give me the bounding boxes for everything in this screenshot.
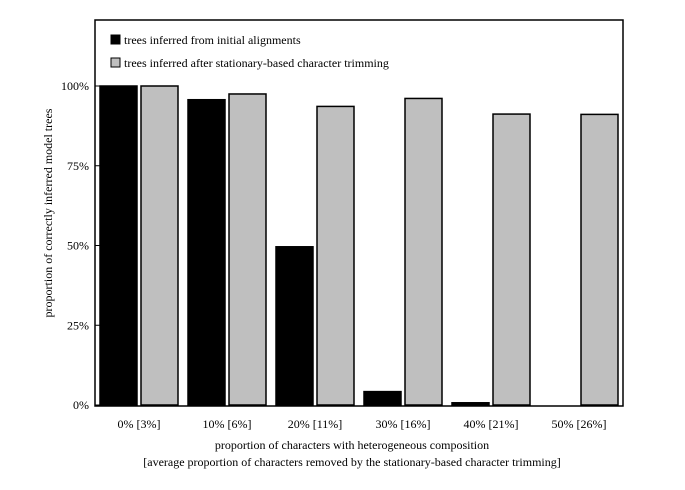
plot-frame xyxy=(94,19,624,407)
bar-trimmed-5 xyxy=(580,113,619,406)
bar-initial-1 xyxy=(187,98,226,406)
x-tick-label: 0% [3%] xyxy=(118,417,161,431)
y-axis-title: proportion of correctly inferred model t… xyxy=(41,108,55,317)
legend-swatch-initial xyxy=(110,34,121,45)
legend-label-initial: trees inferred from initial alignments xyxy=(124,33,301,47)
y-tick-label: 0% xyxy=(73,398,89,412)
x-tick-label: 20% [11%] xyxy=(288,417,343,431)
y-axis-ticks: 0% 25% 50% 75% 100% xyxy=(61,79,101,412)
y-tick-label: 100% xyxy=(61,79,89,93)
y-tick-label: 25% xyxy=(67,318,89,332)
legend: trees inferred from initial alignments t… xyxy=(110,33,389,70)
x-tick-label: 50% [26%] xyxy=(552,417,607,431)
bar-trimmed-0 xyxy=(140,85,179,406)
bars-group xyxy=(99,85,619,406)
bar-trimmed-4 xyxy=(492,113,531,406)
bar-initial-0 xyxy=(99,85,138,406)
bar-trimmed-3 xyxy=(404,97,443,406)
x-tick-label: 10% [6%] xyxy=(203,417,252,431)
legend-label-trimmed: trees inferred after stationary-based ch… xyxy=(124,56,389,70)
legend-swatch-trimmed xyxy=(110,57,121,68)
x-axis-title-line2: [average proportion of characters remove… xyxy=(143,455,560,469)
bar-initial-3 xyxy=(363,390,402,406)
x-tick-label: 30% [16%] xyxy=(376,417,431,431)
bar-initial-4 xyxy=(451,402,490,406)
y-tick-label: 50% xyxy=(67,239,89,253)
x-axis-title: proportion of characters with heterogene… xyxy=(215,438,489,452)
bar-trimmed-2 xyxy=(316,105,355,406)
y-tick-label: 75% xyxy=(67,159,89,173)
x-axis-ticks: 0% [3%] 10% [6%] 20% [11%] 30% [16%] 40% [21… xyxy=(118,417,607,431)
bar-trimmed-1 xyxy=(228,93,267,406)
x-tick-label: 40% [21%] xyxy=(464,417,519,431)
bar-initial-2 xyxy=(275,246,314,406)
